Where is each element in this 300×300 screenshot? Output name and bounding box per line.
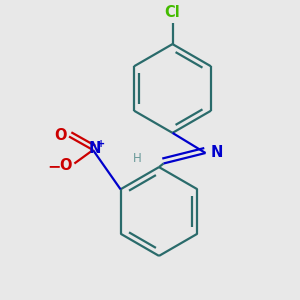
Text: N: N: [88, 141, 101, 156]
Text: Cl: Cl: [165, 5, 180, 20]
Text: N: N: [211, 145, 223, 160]
Text: −: −: [47, 160, 61, 175]
Text: O: O: [59, 158, 72, 172]
Text: O: O: [54, 128, 67, 143]
Text: H: H: [133, 152, 142, 165]
Text: +: +: [97, 139, 106, 149]
